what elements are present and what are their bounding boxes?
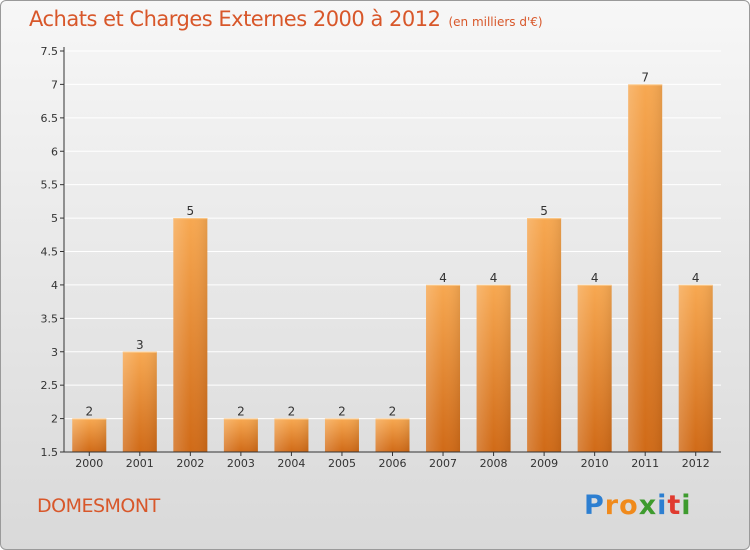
data-label: 2 <box>288 405 296 419</box>
y-tick-label: 3 <box>51 346 58 359</box>
x-tick-label: 2005 <box>328 457 356 470</box>
x-tick-label: 2002 <box>176 457 204 470</box>
logo-letter: o <box>619 490 639 521</box>
x-tick-label: 2003 <box>227 457 255 470</box>
data-label: 5 <box>540 204 548 218</box>
data-label: 4 <box>439 271 447 285</box>
bar-shine <box>426 284 461 452</box>
chart-title: Achats et Charges Externes 2000 à 2012 (e… <box>29 7 543 31</box>
y-tick-label: 2 <box>51 413 58 426</box>
title-text: Achats et Charges Externes 2000 à 2012 <box>29 7 441 31</box>
bar-shine <box>324 418 359 452</box>
data-label: 5 <box>187 204 195 218</box>
logo-letter: i <box>681 490 692 521</box>
x-tick-label: 2004 <box>277 457 305 470</box>
logo-letter: x <box>638 490 658 521</box>
data-label: 2 <box>85 405 93 419</box>
bar-shine <box>628 84 663 453</box>
bar-shine <box>274 418 309 452</box>
logo-letter: r <box>604 490 620 521</box>
logo-letter: P <box>584 490 605 521</box>
bar-shine <box>122 351 157 452</box>
bar-shine <box>476 284 511 452</box>
logo-letter: t <box>667 490 682 521</box>
bar-shine <box>375 418 410 452</box>
data-label: 2 <box>237 405 245 419</box>
y-tick-label: 2.5 <box>41 379 59 392</box>
title-unit: (en milliers d'€) <box>448 15 543 29</box>
grid-lines <box>64 50 721 420</box>
bar-shine <box>72 418 107 452</box>
data-label: 2 <box>338 405 346 419</box>
x-tick-label: 2000 <box>75 457 103 470</box>
y-tick-label: 7.5 <box>41 45 59 58</box>
bar-shine <box>577 284 612 452</box>
x-tick-label: 2009 <box>530 457 558 470</box>
bars <box>72 84 713 453</box>
bar-shine <box>678 284 713 452</box>
proxiti-logo: Proxiti <box>584 490 692 521</box>
x-tick-label: 2012 <box>682 457 710 470</box>
x-tick-label: 2008 <box>480 457 508 470</box>
bar-shine <box>223 418 258 452</box>
y-tick-label: 7 <box>51 78 58 91</box>
x-tick-label: 2001 <box>126 457 154 470</box>
y-tick-label: 4.5 <box>41 246 59 259</box>
bar-shine <box>173 218 208 452</box>
data-label: 4 <box>692 271 700 285</box>
x-tick-label: 2011 <box>631 457 659 470</box>
data-label: 4 <box>490 271 498 285</box>
axes <box>60 47 721 456</box>
bar-shine <box>527 218 562 452</box>
data-label: 7 <box>641 70 649 84</box>
commune-name: DOMESMONT <box>37 495 160 517</box>
data-label: 4 <box>591 271 599 285</box>
data-label: 2 <box>389 405 397 419</box>
x-tick-label: 2007 <box>429 457 457 470</box>
y-tick-label: 6.5 <box>41 112 59 125</box>
y-tick-label: 3.5 <box>41 312 59 325</box>
y-tick-label: 4 <box>51 279 58 292</box>
y-tick-label: 5 <box>51 212 58 225</box>
labels: 1.5 2 2.5 3 3.5 4 4.5 5 5.5 6 6.5 7 7.5 2000 2 2001 3 200… <box>41 45 710 470</box>
x-tick-label: 2006 <box>379 457 407 470</box>
y-tick-label: 1.5 <box>41 446 59 459</box>
data-label: 3 <box>136 338 144 352</box>
logo-letter: i <box>657 490 668 521</box>
y-tick-label: 6 <box>51 145 58 158</box>
x-tick-label: 2010 <box>581 457 609 470</box>
y-tick-label: 5.5 <box>41 179 59 192</box>
